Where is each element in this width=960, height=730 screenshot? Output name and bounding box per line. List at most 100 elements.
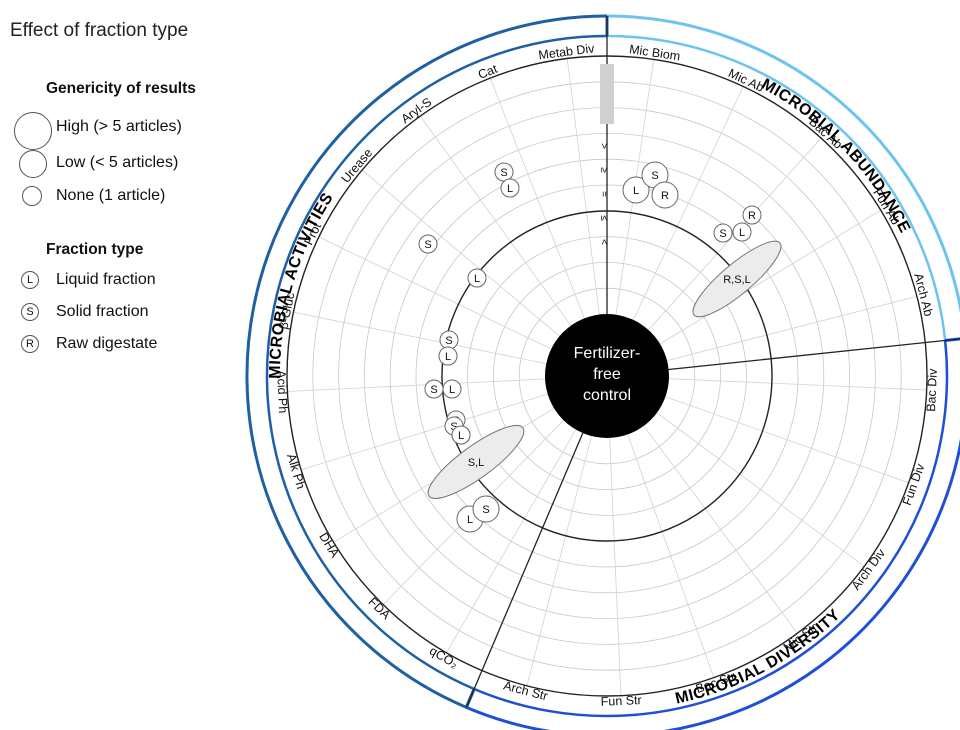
marker-s bbox=[713, 223, 733, 243]
center-label-line-2: control bbox=[583, 387, 631, 404]
group-label-1: S,L bbox=[468, 457, 485, 469]
scale-symbol-4: < bbox=[598, 239, 609, 245]
sector-title-path-0 bbox=[761, 87, 931, 330]
marker-label: S bbox=[482, 504, 489, 516]
axis-spoke bbox=[489, 77, 585, 319]
marker-label: L bbox=[445, 351, 451, 363]
scale-symbol-0: > bbox=[598, 143, 609, 149]
axis-spoke bbox=[609, 437, 622, 696]
marker-r bbox=[742, 205, 762, 225]
legend-fraction-raw: R Raw digestate bbox=[0, 332, 240, 362]
axis-spoke bbox=[668, 378, 927, 391]
legend-label-none: None (1 article) bbox=[56, 187, 166, 204]
marker-r bbox=[651, 181, 679, 209]
axis-label-cat: Cat bbox=[476, 62, 500, 82]
legend-genericity-none: None (1 article) bbox=[0, 182, 240, 212]
marker-label: L bbox=[474, 273, 480, 285]
large-circle-icon bbox=[14, 112, 52, 150]
marker-label: R bbox=[661, 190, 669, 202]
genericity-heading: Genericity of results bbox=[46, 80, 196, 97]
fraction-heading: Fraction type bbox=[46, 241, 144, 258]
marker-label: L bbox=[449, 384, 455, 396]
axis-label-arch-str: Arch Str bbox=[502, 679, 549, 704]
axis-spoke bbox=[659, 209, 881, 345]
marker-label: L bbox=[739, 227, 745, 239]
axis-label-fun-str: Fun Str bbox=[600, 693, 642, 709]
axis-spoke bbox=[627, 434, 715, 678]
axis-spoke bbox=[287, 378, 546, 392]
scale-highlight bbox=[600, 64, 614, 124]
sector-band-outer-0 bbox=[606, 14, 960, 314]
group-ellipse-1 bbox=[427, 425, 525, 499]
legend-label-low: Low (< 5 articles) bbox=[56, 154, 179, 171]
marker-l bbox=[622, 176, 650, 204]
legend-genericity-high: High (> 5 articles) bbox=[0, 112, 240, 150]
axis-spoke bbox=[420, 115, 572, 326]
axis-label-urease: Urease bbox=[339, 146, 376, 186]
axis-label-dha: DHA bbox=[316, 530, 342, 560]
axis-label-arch-div: Arch Div bbox=[849, 546, 889, 593]
legend-label-raw: Raw digestate bbox=[56, 335, 158, 352]
axis-spoke bbox=[293, 311, 547, 365]
marker-l bbox=[451, 425, 471, 445]
legend-fraction-solid: S Solid fraction bbox=[0, 300, 240, 330]
sector-divider-1 bbox=[668, 338, 960, 371]
axis-label-acid-ph: Acid Ph bbox=[274, 370, 290, 414]
figure-title: Effect of fraction type bbox=[10, 20, 189, 41]
axis-spoke bbox=[300, 393, 548, 471]
axis-spoke bbox=[361, 169, 560, 337]
marker-label: S bbox=[500, 167, 507, 179]
marker-label: L bbox=[633, 185, 639, 197]
axis-spoke bbox=[445, 429, 577, 653]
marker-s bbox=[472, 495, 500, 523]
legend-fraction-liquid: L Liquid fraction bbox=[0, 268, 240, 298]
sector-title-text-2: MICROBIAL ACTIVITIES bbox=[267, 190, 336, 379]
group-ellipse-0 bbox=[692, 240, 782, 318]
marker-l bbox=[732, 222, 752, 242]
legend-label-solid: Solid fraction bbox=[56, 303, 149, 320]
sector-divider-2 bbox=[465, 432, 584, 708]
legend-label-high: High (> 5 articles) bbox=[56, 118, 182, 135]
marker-label: L bbox=[507, 183, 513, 195]
legend-panel: Effect of fraction type Genericity of re… bbox=[0, 0, 240, 380]
axis-spoke bbox=[318, 236, 552, 350]
liquid-marker-icon: L bbox=[21, 271, 39, 289]
legend-label-liquid: Liquid fraction bbox=[56, 271, 156, 288]
axis-spoke bbox=[666, 296, 918, 361]
axis-spoke bbox=[656, 412, 865, 567]
scale-symbol-1: ≥ bbox=[598, 167, 609, 173]
axis-spoke bbox=[566, 58, 600, 315]
solid-marker-icon: S bbox=[21, 303, 39, 321]
marker-label: S bbox=[719, 228, 726, 240]
sector-band-inner-2 bbox=[265, 34, 608, 691]
marker-label: S bbox=[651, 170, 658, 182]
marker-label: L bbox=[458, 430, 464, 442]
center-label-line-0: Fertilizer- bbox=[574, 345, 641, 362]
axis-spoke bbox=[643, 425, 798, 634]
marker-label: S bbox=[430, 384, 437, 396]
legend-genericity-low: Low (< 5 articles) bbox=[0, 149, 240, 179]
group-label-0: R,S,L bbox=[723, 274, 751, 286]
sector-title-path-1 bbox=[677, 480, 926, 704]
axis-label-alk-ph: Alk Ph bbox=[284, 452, 308, 491]
marker-s bbox=[418, 234, 438, 254]
marker-label: S bbox=[450, 421, 457, 433]
sector-band-outer-2 bbox=[245, 14, 608, 709]
center-label-line-1: free bbox=[593, 366, 621, 383]
marker-l bbox=[500, 178, 520, 198]
marker-label: S bbox=[445, 335, 452, 347]
scale-symbol-3: ≤ bbox=[598, 215, 609, 221]
raw-marker-icon: R bbox=[21, 335, 39, 353]
marker-l bbox=[438, 346, 458, 366]
marker-label: R bbox=[748, 210, 756, 222]
small-circle-icon bbox=[22, 186, 42, 206]
sector-band-outer-1 bbox=[465, 438, 960, 730]
marker-label: S bbox=[424, 239, 431, 251]
marker-l bbox=[442, 379, 462, 399]
marker-l bbox=[467, 268, 487, 288]
scale-symbol-2: = bbox=[598, 191, 609, 197]
center-disc bbox=[545, 314, 669, 438]
sector-band-inner-0 bbox=[606, 34, 947, 341]
